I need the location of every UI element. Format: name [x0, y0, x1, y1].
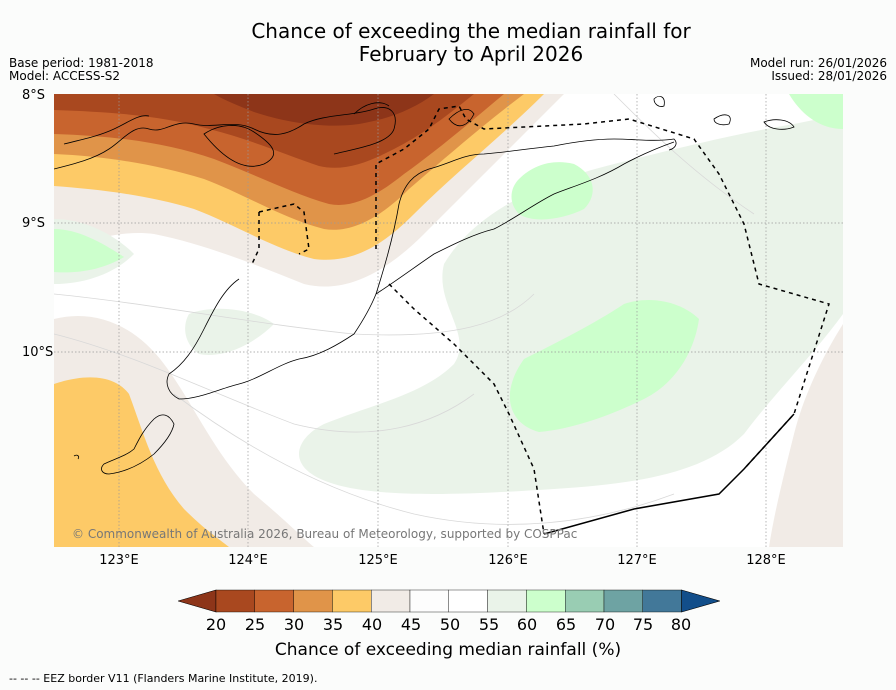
contour-55-60-central [299, 114, 843, 494]
colorbar-segment-11 [603, 589, 643, 613]
cbar-tick-40: 40 [361, 615, 383, 634]
lon-label-125e: 125°E [358, 553, 398, 568]
colorbar-segment-7 [448, 589, 488, 613]
copyright-notice: © Commonwealth of Australia 2026, Bureau… [72, 527, 578, 541]
eez-border [251, 105, 830, 535]
meta-left: Base period: 1981-2018 Model: ACCESS-S2 [9, 57, 154, 83]
title-line-2: February to April 2026 [358, 42, 584, 66]
contour-60-65-north [511, 162, 593, 220]
title-line-1: Chance of exceeding the median rainfall … [251, 19, 691, 43]
lat-label-9s: 9°S [22, 216, 46, 231]
cbar-tick-45: 45 [400, 615, 422, 634]
colorbar-segment-10 [565, 589, 605, 613]
colorbar-segment-5 [370, 589, 411, 613]
contour-60-65-west [54, 229, 124, 273]
colorbar [178, 589, 720, 613]
eez-legend-footer: -- -- -- EEZ border V11 (Flanders Marine… [9, 672, 318, 685]
rainfall-map [54, 94, 843, 547]
colorbar-segment-6 [409, 589, 449, 613]
lon-label-123e: 123°E [99, 553, 139, 568]
lat-label-10s: 10°S [22, 345, 54, 360]
cbar-tick-50: 50 [439, 615, 461, 634]
contour-below-20-north [214, 94, 434, 126]
cbar-tick-55: 55 [478, 615, 500, 634]
colorbar-extend-low [178, 589, 217, 613]
cbar-tick-70: 70 [594, 615, 616, 634]
colorbar-segment-12 [642, 589, 682, 613]
lon-label-127e: 127°E [617, 553, 657, 568]
contour-55-60-timor [185, 308, 274, 355]
contour-40-45-east [769, 324, 843, 547]
coastlines [54, 95, 795, 475]
colorbar-extend-high [681, 589, 720, 613]
cbar-tick-20: 20 [205, 615, 227, 634]
contour-60-65-central [509, 299, 699, 432]
cbar-tick-75: 75 [632, 615, 654, 634]
colorbar-segment-4 [332, 589, 372, 613]
cbar-tick-80: 80 [670, 615, 692, 634]
lon-label-126e: 126°E [488, 553, 528, 568]
cbar-tick-30: 30 [283, 615, 305, 634]
cbar-tick-60: 60 [516, 615, 538, 634]
issued-date: Issued: 28/01/2026 [771, 69, 887, 83]
lon-label-128e: 128°E [746, 553, 786, 568]
lat-label-8s: 8°S [22, 88, 46, 103]
colorbar-segment-8 [487, 589, 527, 613]
meta-right: Model run: 26/01/2026 Issued: 28/01/2026 [750, 57, 887, 83]
cbar-tick-25: 25 [244, 615, 266, 634]
colorbar-segment-9 [526, 589, 566, 613]
colorbar-segment-2 [254, 589, 294, 613]
contour-60-65-northeast [789, 94, 843, 129]
model-name: Model: ACCESS-S2 [9, 69, 121, 83]
colorbar-segment-1 [215, 589, 255, 613]
colorbar-title: Chance of exceeding median rainfall (%) [274, 640, 622, 660]
cbar-tick-65: 65 [555, 615, 577, 634]
contour-lines [54, 94, 755, 525]
model-run: Model run: 26/01/2026 [749, 56, 887, 70]
lon-label-124e: 124°E [228, 553, 268, 568]
map-title: Chance of exceeding the median rainfall … [0, 20, 896, 66]
base-period: Base period: 1981-2018 [9, 56, 154, 70]
colorbar-segment-3 [293, 589, 333, 613]
cbar-tick-35: 35 [322, 615, 344, 634]
